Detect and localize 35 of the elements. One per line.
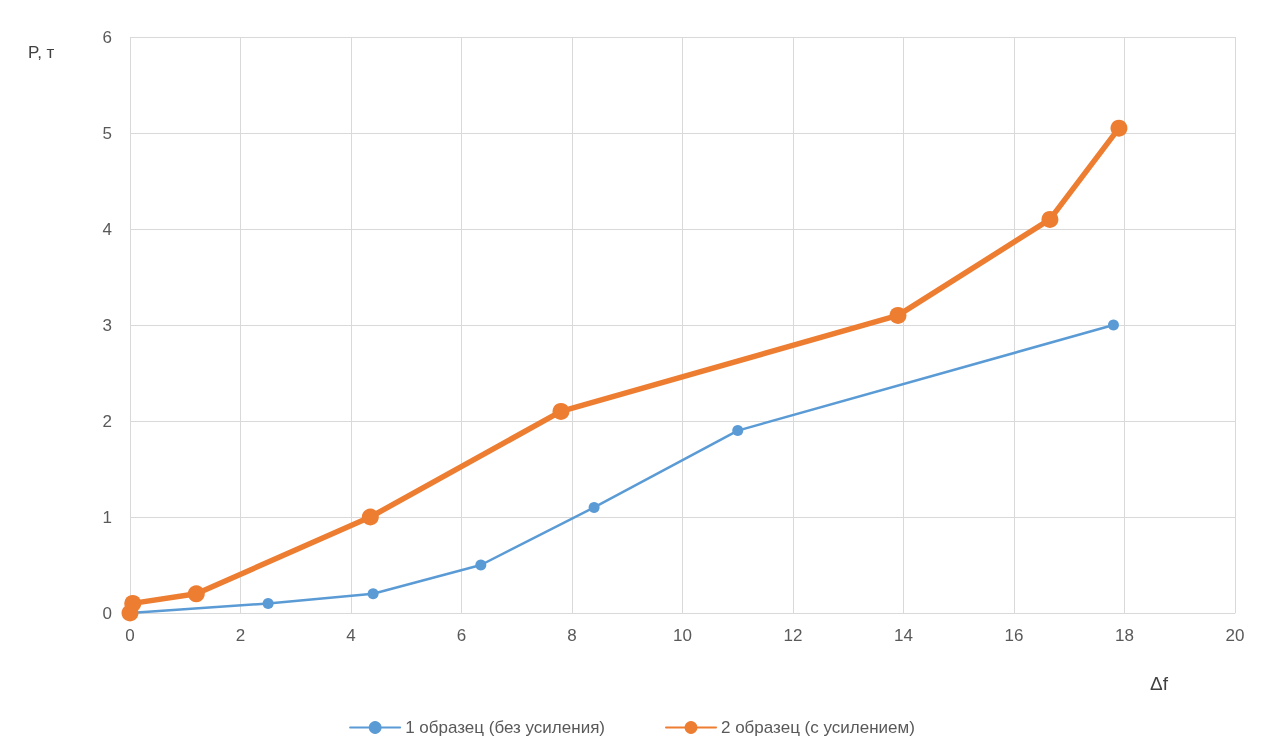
y-tick-label: 0 bbox=[102, 603, 112, 623]
point bbox=[367, 588, 379, 600]
point bbox=[124, 594, 142, 612]
point bbox=[1107, 319, 1119, 331]
point bbox=[187, 585, 205, 603]
point bbox=[889, 306, 907, 324]
x-tick-label: 10 bbox=[673, 626, 692, 645]
point bbox=[475, 559, 487, 571]
legend-label: 1 образец (без усиления) bbox=[405, 718, 605, 737]
y-tick-label: 2 bbox=[102, 411, 112, 431]
point bbox=[588, 501, 600, 513]
x-tick-label: 0 bbox=[125, 626, 135, 645]
x-tick-label: 12 bbox=[783, 626, 803, 645]
point bbox=[732, 425, 744, 437]
x-tick-label: 14 bbox=[894, 626, 913, 645]
y-tick-label: 3 bbox=[102, 315, 112, 335]
y-axis-title: P, т bbox=[28, 43, 55, 62]
y-tick-label: 4 bbox=[102, 219, 112, 239]
x-axis-title: Δf bbox=[1150, 673, 1169, 694]
x-tick-label: 2 bbox=[235, 626, 246, 645]
x-tick-label: 6 bbox=[456, 626, 467, 645]
point bbox=[262, 597, 274, 609]
point bbox=[1110, 119, 1128, 137]
point bbox=[552, 402, 570, 420]
point bbox=[361, 508, 379, 526]
x-tick-label: 18 bbox=[1115, 626, 1134, 645]
y-tick-label: 5 bbox=[102, 123, 112, 143]
x-tick-label: 8 bbox=[567, 626, 577, 645]
x-tick-label: 20 bbox=[1225, 626, 1245, 645]
x-tick-label: 4 bbox=[346, 626, 356, 645]
legend-label: 2 образец (с усилением) bbox=[720, 718, 915, 737]
x-tick-label: 16 bbox=[1004, 626, 1024, 645]
y-tick-label: 6 bbox=[102, 27, 112, 47]
point bbox=[1041, 210, 1059, 228]
y-tick-label: 1 bbox=[102, 507, 112, 527]
